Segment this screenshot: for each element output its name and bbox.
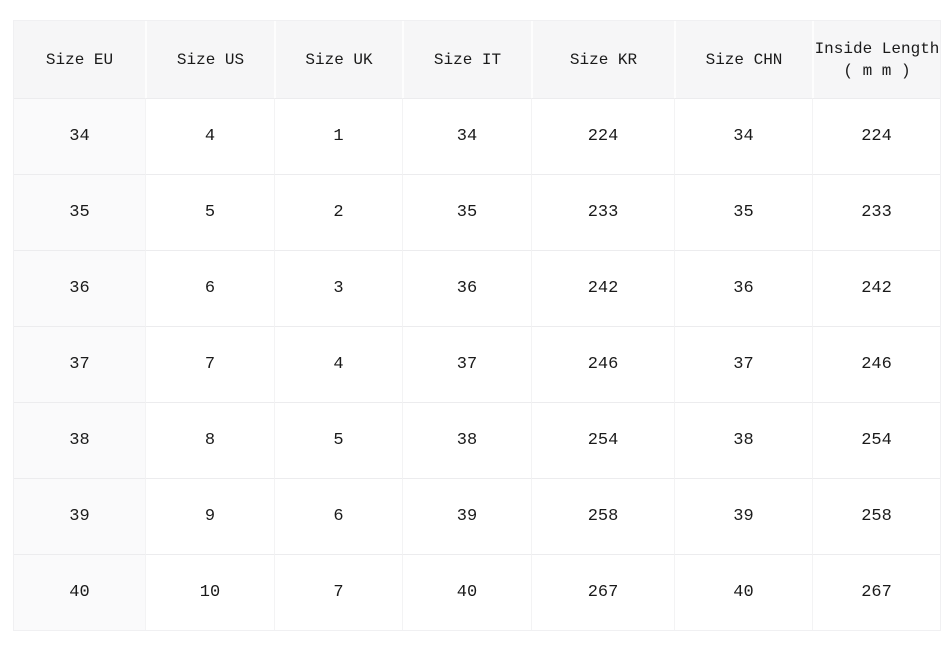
cell-inside-length: 242: [812, 250, 940, 326]
column-header-size-eu: Size EU: [14, 21, 145, 98]
cell-size-eu: 39: [14, 478, 145, 554]
table-row: 38 8 5 38 254 38 254: [14, 402, 940, 478]
cell-size-us: 8: [145, 402, 274, 478]
column-header-size-chn: Size CHN: [674, 21, 812, 98]
table-row: 34 4 1 34 224 34 224: [14, 98, 940, 174]
cell-size-eu: 38: [14, 402, 145, 478]
cell-size-kr: 267: [531, 554, 674, 630]
column-header-size-us: Size US: [145, 21, 274, 98]
cell-size-it: 35: [402, 174, 531, 250]
cell-size-uk: 3: [274, 250, 402, 326]
table-row: 36 6 3 36 242 36 242: [14, 250, 940, 326]
cell-size-us: 6: [145, 250, 274, 326]
table-row: 39 9 6 39 258 39 258: [14, 478, 940, 554]
cell-size-eu: 34: [14, 98, 145, 174]
cell-size-chn: 36: [674, 250, 812, 326]
column-header-label: Size KR: [569, 50, 638, 69]
cell-inside-length: 267: [812, 554, 940, 630]
cell-size-it: 40: [402, 554, 531, 630]
cell-inside-length: 258: [812, 478, 940, 554]
column-header-label: Size US: [176, 50, 245, 69]
cell-size-kr: 233: [531, 174, 674, 250]
cell-inside-length: 254: [812, 402, 940, 478]
column-header-size-kr: Size KR: [531, 21, 674, 98]
cell-size-it: 36: [402, 250, 531, 326]
cell-size-uk: 4: [274, 326, 402, 402]
cell-inside-length: 233: [812, 174, 940, 250]
cell-size-uk: 2: [274, 174, 402, 250]
column-header-label: Inside Length: [814, 39, 940, 58]
cell-size-uk: 1: [274, 98, 402, 174]
cell-size-uk: 7: [274, 554, 402, 630]
column-header-size-uk: Size UK: [274, 21, 402, 98]
cell-size-us: 7: [145, 326, 274, 402]
cell-size-eu: 36: [14, 250, 145, 326]
header-row: Size EU Size US Size UK Size IT Size KR …: [14, 21, 940, 98]
cell-size-chn: 39: [674, 478, 812, 554]
cell-size-chn: 34: [674, 98, 812, 174]
cell-inside-length: 246: [812, 326, 940, 402]
cell-size-chn: 35: [674, 174, 812, 250]
table-row: 37 7 4 37 246 37 246: [14, 326, 940, 402]
cell-size-chn: 40: [674, 554, 812, 630]
column-header-label: Size IT: [433, 50, 502, 69]
cell-size-us: 4: [145, 98, 274, 174]
cell-size-us: 9: [145, 478, 274, 554]
cell-size-uk: 5: [274, 402, 402, 478]
size-conversion-table: Size EU Size US Size UK Size IT Size KR …: [13, 20, 941, 631]
cell-size-kr: 254: [531, 402, 674, 478]
cell-size-us: 10: [145, 554, 274, 630]
column-header-label: Size UK: [305, 50, 373, 69]
column-header-sublabel: ( m m ): [843, 61, 911, 80]
table-row: 35 5 2 35 233 35 233: [14, 174, 940, 250]
cell-size-us: 5: [145, 174, 274, 250]
cell-size-eu: 40: [14, 554, 145, 630]
cell-size-kr: 224: [531, 98, 674, 174]
cell-size-kr: 246: [531, 326, 674, 402]
column-header-inside-length: Inside Length ( m m ): [812, 21, 940, 98]
cell-size-it: 34: [402, 98, 531, 174]
cell-size-chn: 37: [674, 326, 812, 402]
cell-size-kr: 258: [531, 478, 674, 554]
cell-size-kr: 242: [531, 250, 674, 326]
column-header-label: Size EU: [45, 50, 114, 69]
cell-inside-length: 224: [812, 98, 940, 174]
cell-size-chn: 38: [674, 402, 812, 478]
column-header-size-it: Size IT: [402, 21, 531, 98]
cell-size-it: 38: [402, 402, 531, 478]
cell-size-eu: 35: [14, 174, 145, 250]
cell-size-it: 39: [402, 478, 531, 554]
cell-size-eu: 37: [14, 326, 145, 402]
column-header-label: Size CHN: [705, 50, 783, 69]
cell-size-it: 37: [402, 326, 531, 402]
table-row: 40 10 7 40 267 40 267: [14, 554, 940, 630]
cell-size-uk: 6: [274, 478, 402, 554]
